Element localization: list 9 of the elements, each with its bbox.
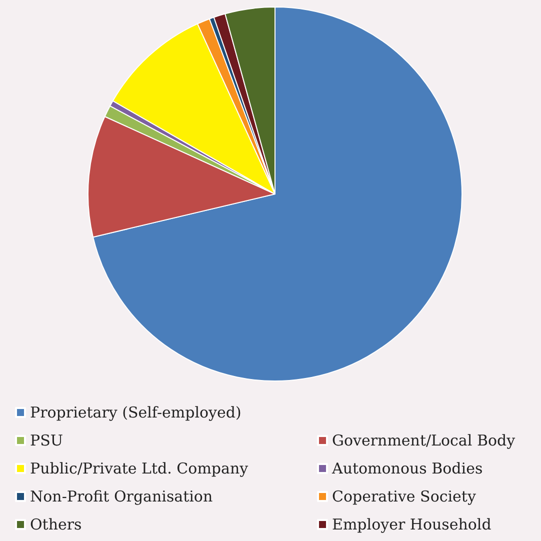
legend-label: Automonous Bodies — [331, 460, 483, 478]
legend-label: Public/Private Ltd. Company — [30, 460, 249, 478]
legend-label: Employer Household — [332, 516, 492, 534]
legend-label: PSU — [30, 432, 64, 450]
legend-label: Coperative Society — [332, 488, 476, 506]
legend-label: Proprietary (Self-employed) — [30, 404, 242, 422]
legend-label: Government/Local Body — [332, 432, 516, 450]
legend-label: Others — [30, 516, 82, 534]
legend-label: Non-Profit Organisation — [30, 488, 213, 506]
